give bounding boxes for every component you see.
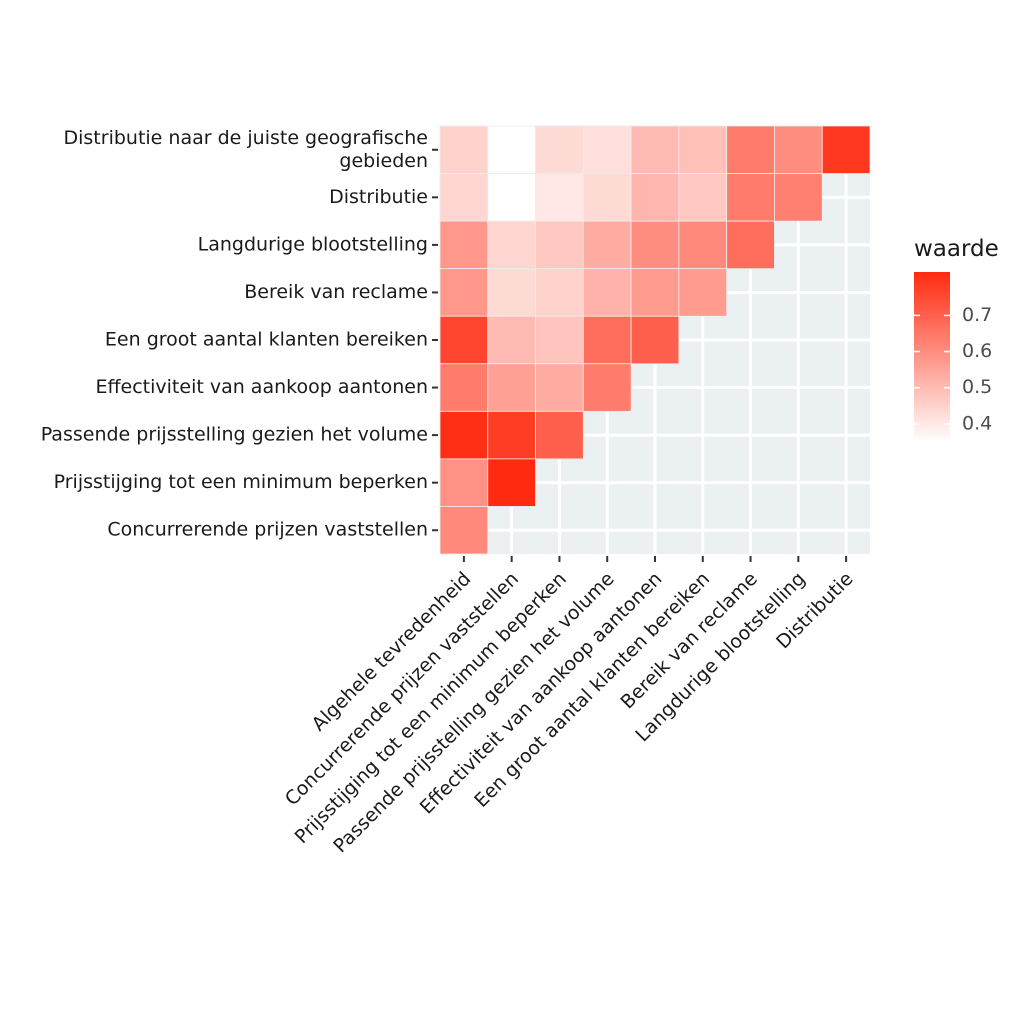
y-tick-label: Passende prijsstelling gezien het volume bbox=[41, 424, 428, 446]
heatmap-cell bbox=[678, 173, 728, 222]
heatmap-cell bbox=[487, 363, 536, 412]
heatmap-cell bbox=[439, 173, 489, 222]
heatmap-cell bbox=[630, 125, 680, 174]
y-tick-label: gebieden bbox=[339, 150, 428, 172]
heatmap-cell bbox=[487, 220, 536, 270]
heatmap-cell bbox=[678, 125, 728, 174]
heatmap-cell bbox=[535, 173, 584, 222]
heatmap-cell bbox=[439, 458, 489, 507]
heatmap-cell bbox=[535, 363, 584, 412]
y-tick-label: Bereik van reclame bbox=[244, 281, 428, 303]
y-tick-label: Effectiviteit van aankoop aantonen bbox=[95, 376, 428, 398]
legend-tick-label: 0.4 bbox=[962, 412, 992, 434]
heatmap-cell bbox=[630, 173, 680, 222]
y-tick-label: Distributie naar de juiste geografische bbox=[64, 127, 429, 149]
heatmap-cell bbox=[774, 173, 823, 222]
heatmap-cell bbox=[535, 268, 584, 317]
color-legend: waarde 0.7 0.6 0.5 0.4 bbox=[914, 236, 999, 442]
heatmap-cell bbox=[487, 173, 536, 222]
legend-tick-label: 0.6 bbox=[962, 340, 992, 362]
legend-tick-label: 0.7 bbox=[962, 304, 992, 326]
heatmap-cell bbox=[439, 125, 489, 174]
heatmap-cell bbox=[726, 173, 775, 222]
heatmap-cell bbox=[582, 125, 632, 174]
legend-title: waarde bbox=[914, 236, 999, 262]
heatmap-cell bbox=[487, 315, 536, 365]
legend-tick-label: 0.5 bbox=[962, 376, 992, 398]
heatmap-cell bbox=[535, 125, 584, 174]
heatmap-cell bbox=[439, 363, 489, 412]
heatmap-cell bbox=[774, 125, 823, 174]
heatmap-cell bbox=[821, 125, 871, 174]
heatmap-cell bbox=[535, 315, 584, 365]
heatmap-cell bbox=[630, 315, 680, 365]
heatmap-cell bbox=[582, 220, 632, 270]
heatmap-cell bbox=[630, 268, 680, 317]
y-tick-label: Distributie bbox=[329, 186, 428, 208]
y-tick-label: Concurrerende prijzen vaststellen bbox=[107, 519, 428, 541]
y-tick-label: Langdurige blootstelling bbox=[198, 233, 428, 255]
heatmap-cells bbox=[439, 125, 871, 555]
heatmap-cell bbox=[678, 268, 728, 317]
heatmap-cell bbox=[439, 506, 489, 555]
heatmap-cell bbox=[726, 220, 775, 270]
heatmap-cell bbox=[535, 410, 584, 460]
heatmap-cell bbox=[582, 268, 632, 317]
heatmap-cell bbox=[439, 220, 489, 270]
heatmap-cell bbox=[726, 125, 775, 174]
heatmap-cell bbox=[487, 458, 536, 507]
heatmap-cell bbox=[439, 315, 489, 365]
heatmap-cell bbox=[535, 220, 584, 270]
heatmap-cell bbox=[678, 220, 728, 270]
y-tick-label: Een groot aantal klanten bereiken bbox=[105, 329, 428, 351]
y-axis: Distributie naar de juiste geografischeg… bbox=[41, 127, 438, 541]
heatmap-cell bbox=[582, 315, 632, 365]
heatmap-cell bbox=[439, 268, 489, 317]
legend-colorbar bbox=[914, 272, 950, 442]
heatmap-cell bbox=[582, 173, 632, 222]
heatmap-cell bbox=[582, 363, 632, 412]
heatmap-cell bbox=[487, 268, 536, 317]
heatmap-cell bbox=[630, 220, 680, 270]
heatmap-cell bbox=[439, 410, 489, 460]
y-tick-label: Prijsstijging tot een minimum beperken bbox=[54, 471, 428, 493]
heatmap-cell bbox=[487, 410, 536, 460]
heatmap-cell bbox=[487, 125, 536, 174]
